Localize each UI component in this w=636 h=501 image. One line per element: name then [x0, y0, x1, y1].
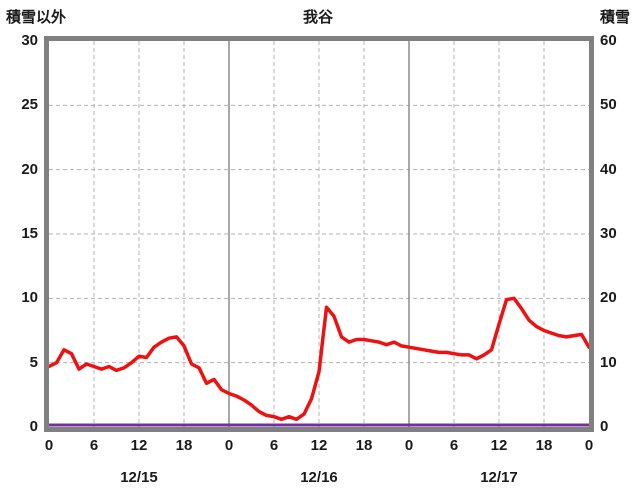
x-tick-label: 0 — [44, 437, 54, 454]
x-tick-label: 0 — [404, 437, 414, 454]
y-tick-left: 10 — [21, 289, 38, 307]
right-axis-title: 積雪 — [599, 9, 630, 26]
plot-area — [44, 36, 594, 432]
date-label: 12/17 — [480, 469, 518, 486]
x-tick-label: 12 — [130, 437, 148, 454]
y-tick-left: 0 — [29, 418, 38, 435]
x-tick-label: 6 — [449, 437, 459, 454]
y-tick-left: 30 — [21, 32, 38, 49]
y-tick-right: 10 — [600, 353, 617, 371]
y-tick-left: 20 — [21, 160, 38, 178]
y-tick-left: 15 — [21, 225, 38, 242]
y-tick-left: 5 — [29, 353, 38, 371]
x-tick-label: 6 — [269, 437, 279, 454]
x-tick-label: 6 — [89, 437, 99, 454]
date-label: 12/16 — [300, 469, 338, 486]
date-label: 12/15 — [120, 469, 158, 486]
x-tick-label: 0 — [584, 437, 594, 454]
chart-canvas — [49, 41, 589, 427]
y-tick-right: 40 — [600, 160, 617, 178]
x-tick-label: 18 — [355, 437, 373, 454]
y-tick-left: 25 — [21, 96, 38, 114]
y-tick-right: 20 — [600, 289, 617, 307]
x-tick-label: 18 — [535, 437, 553, 454]
y-tick-right: 0 — [600, 418, 609, 435]
x-tick-label: 18 — [175, 437, 193, 454]
y-tick-right: 60 — [600, 32, 617, 49]
x-tick-label: 12 — [310, 437, 328, 454]
chart-title: 我谷 — [302, 9, 333, 26]
y-tick-right: 50 — [600, 96, 617, 114]
left-axis-title: 積雪以外 — [6, 9, 67, 26]
x-tick-label: 12 — [490, 437, 508, 454]
x-tick-label: 0 — [224, 437, 234, 454]
y-tick-right: 30 — [600, 225, 617, 242]
